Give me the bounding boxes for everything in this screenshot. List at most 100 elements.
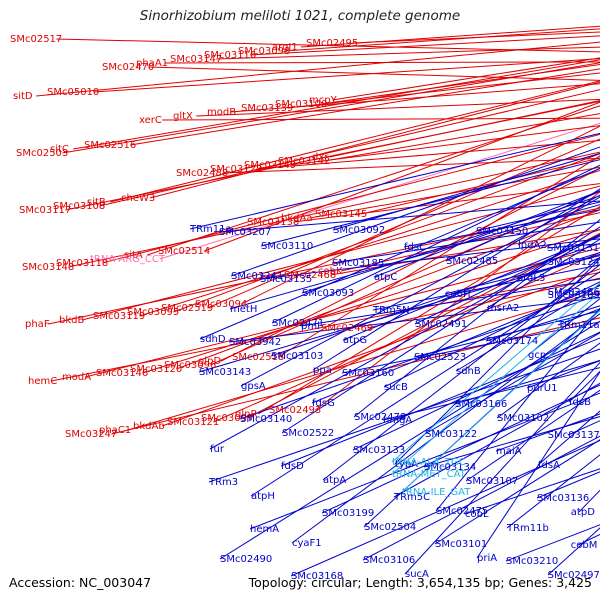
gene-label-hemc: hemC (28, 376, 57, 387)
gene-label-smc03148: SMc03148 (22, 262, 74, 273)
gene-label-smc02517: SMc02517 (10, 34, 62, 45)
leader-line-smc02518 (278, 155, 600, 358)
gene-label-smc03142: SMc03142 (278, 156, 330, 167)
leader-line-smc03100 (321, 64, 600, 105)
leader-line-trm5n (372, 264, 600, 311)
leader-line-cobh (444, 255, 600, 295)
leader-line-trm5c (393, 382, 600, 498)
leader-line-trm11a (189, 132, 600, 230)
leader-line-argi1 (300, 25, 600, 48)
gene-label-suca: sucA (405, 569, 429, 580)
gene-label-fur: fur (210, 444, 225, 455)
gene-label-atpg: atpG (343, 335, 367, 346)
leader-line-sdhd (199, 167, 600, 340)
gene-label-smc03094: SMc03094 (195, 299, 247, 310)
gene-label-smc03095: SMc03095 (127, 307, 179, 318)
gene-label-trm11a: TRm11a (189, 224, 232, 235)
gene-label-sdhd: sdhD (200, 334, 226, 345)
gene-label-smc02468: SMc02468 (284, 270, 336, 281)
leader-line-hmga (382, 367, 600, 421)
leader-line-smc03138 (293, 183, 600, 223)
gene-label-smc02497: SMc02497 (548, 570, 600, 581)
gene-label-gcp: gcp (528, 350, 546, 361)
gene-label-dxr: dxr (312, 152, 329, 163)
gene-label-smc03185: SMc03185 (332, 258, 384, 269)
gene-label-hema: hemA (250, 524, 279, 535)
gene-label-smc02469: SMc02469 (321, 323, 373, 334)
gene-label-smc03146: SMc03146 (96, 368, 148, 379)
gene-label-phac1: phaC1 (99, 425, 131, 436)
leader-line-sitb (110, 80, 600, 203)
gene-label-smc02514: SMc02514 (158, 246, 210, 257)
leader-line-sucb (383, 281, 600, 388)
leader-line-smc03146 (142, 229, 600, 374)
gene-label-smc02523: SMc02523 (414, 352, 466, 363)
gene-label-trna-arg-cct: tRNA-ARG_CCT (90, 254, 166, 265)
leader-line-smc03148 (68, 151, 600, 268)
leader-line-fdsc (403, 209, 600, 248)
leader-line-atpa (322, 264, 600, 481)
leader-line-glpd (220, 167, 600, 362)
leader-line-trna-met-cat (391, 291, 600, 475)
gene-label-trm11a: TRm11a (557, 320, 600, 331)
gene-label-smc03109: SMc03109 (548, 290, 600, 301)
leader-line-smc02517 (56, 38, 600, 53)
leader-line-mcpy (332, 57, 600, 101)
gene-label-trm3: TRm3 (208, 477, 238, 488)
gene-label-xerc: xerC (139, 115, 162, 126)
gene-label-smc02518: SMc02518 (232, 352, 284, 363)
gene-label-trm11b: TRm11b (506, 523, 549, 534)
gene-label-typa: typA (395, 459, 418, 470)
leader-line-smc02471 (271, 164, 600, 324)
gene-label-sitb: sitB (87, 197, 106, 208)
leader-line-smc02475 (435, 307, 600, 512)
gene-label-smc03210: SMc03210 (506, 556, 558, 567)
gene-label-phaf: phaF (25, 319, 50, 330)
gene-label-cyaf1: cyaF1 (292, 538, 322, 549)
leader-line-smc02491 (414, 233, 600, 325)
leader-line-smc03092 (332, 152, 600, 231)
leader-line-smc03143 (198, 253, 600, 373)
leader-line-sdhb (455, 284, 600, 372)
leader-line-trm3 (208, 348, 600, 483)
leader-line-smc03093 (301, 195, 600, 294)
leader-line-smc03185 (331, 221, 600, 264)
leader-line-cobk (341, 212, 600, 272)
gene-label-sitd: sitD (13, 91, 33, 102)
leader-line-sita (147, 105, 600, 256)
gene-label-smc03098: SMc03098 (238, 46, 290, 57)
trna-label-trna-ala-tgc: tRNA-ALA_TGC (392, 457, 466, 468)
leader-line-smc03120 (176, 209, 600, 370)
gene-label-moda: modA (62, 372, 91, 383)
leader-line-smc02493 (315, 191, 600, 411)
gene-label-smc05010: SMc05010 (47, 87, 99, 98)
gene-label-smc03118: SMc03118 (56, 258, 108, 269)
gene-label-sita: sitA (124, 250, 143, 261)
leader-line-bkdb (82, 185, 600, 321)
gene-label-smc03123: SMc03123 (210, 164, 262, 175)
leader-line-smc03098 (284, 28, 600, 52)
leader-line-smc03140 (239, 293, 600, 420)
leader-line-moda (85, 247, 600, 378)
gene-label-puru1: purU1 (527, 383, 557, 394)
gene-label-smc03119: SMc03119 (93, 311, 145, 322)
leader-line-smc02490 (219, 320, 600, 560)
gene-label-smc02493: SMc02493 (269, 405, 321, 416)
gene-label-smc02486: SMc02486 (548, 287, 600, 298)
leader-line-smc03149 (290, 125, 600, 166)
gene-label-smc02519: SMc02519 (161, 303, 213, 314)
gene-label-smc03166: SMc03166 (455, 399, 507, 410)
gene-label-smc03174: SMc03174 (486, 336, 538, 347)
leader-line-smc03118 (102, 133, 600, 264)
gene-label-meth: metH (230, 304, 257, 315)
accession-label: Accession: NC_003047 (9, 575, 152, 590)
gene-label-atph: atpH (251, 491, 275, 502)
gene-label-smc03092: SMc03092 (333, 225, 385, 236)
leader-line-smc03119 (139, 169, 600, 317)
gene-label-smc03168: SMc03168 (291, 571, 343, 582)
gene-label-smc03149: SMc03149 (244, 160, 296, 171)
leader-line-smc02516 (130, 68, 600, 146)
leader-line-suca (404, 361, 600, 575)
gene-label-fdsg: fdsG (312, 398, 335, 409)
